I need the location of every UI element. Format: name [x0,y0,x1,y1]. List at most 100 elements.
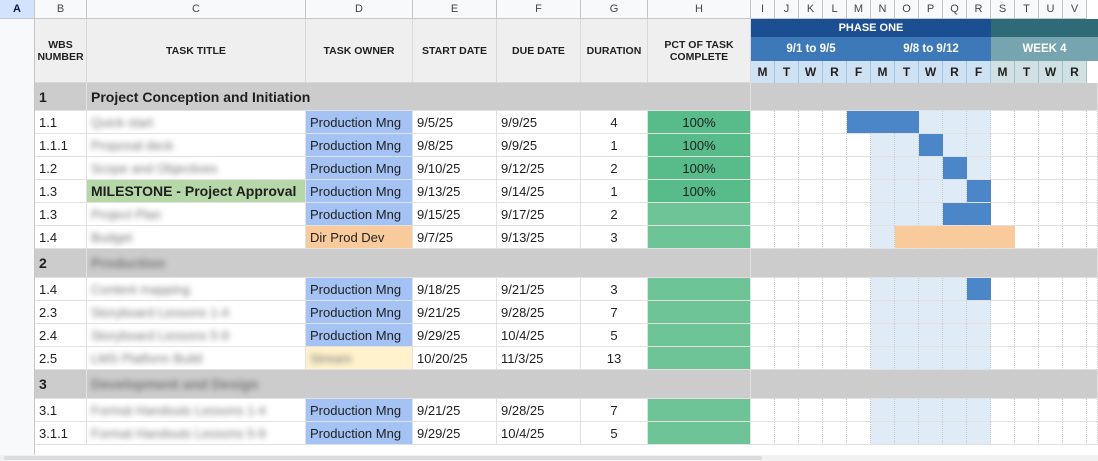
gantt-cell[interactable] [1087,422,1098,445]
gantt-cell[interactable] [1063,399,1087,422]
gantt-cell[interactable] [1015,226,1039,249]
gantt-cell[interactable] [1039,301,1063,324]
column-header-m[interactable]: M [847,0,871,19]
gantt-cell[interactable] [895,180,919,203]
pct-complete[interactable]: 100% [648,180,751,203]
duration[interactable]: 7 [581,301,648,324]
gantt-cell[interactable] [871,324,895,347]
column-header-v[interactable]: V [1063,0,1087,19]
gantt-cell[interactable] [919,111,943,134]
gantt-cell[interactable] [943,134,967,157]
gantt-cell[interactable] [919,203,943,226]
gantt-cell[interactable] [799,203,823,226]
gantt-cell[interactable] [871,134,895,157]
gantt-cell[interactable] [847,203,871,226]
gantt-cell[interactable] [799,111,823,134]
gantt-cell[interactable] [1087,301,1098,324]
gantt-cell[interactable] [799,278,823,301]
column-header-g[interactable]: G [581,0,648,19]
gantt-cell[interactable] [1039,180,1063,203]
wbs-number[interactable]: 1.1 [35,111,87,134]
gantt-cell[interactable] [1063,347,1087,370]
pct-complete[interactable] [648,278,751,301]
task-title[interactable]: Storyboard Lessons 1-4 [87,301,306,324]
gantt-cell[interactable] [919,301,943,324]
task-title[interactable]: Project Plan [87,203,306,226]
gantt-cell[interactable] [1063,180,1087,203]
gantt-cell[interactable] [919,157,943,180]
gantt-cell[interactable] [751,180,775,203]
duration[interactable]: 2 [581,203,648,226]
gantt-cell[interactable] [919,399,943,422]
column-header-e[interactable]: E [413,0,497,19]
due-date[interactable]: 9/12/25 [497,157,581,180]
duration[interactable]: 1 [581,180,648,203]
gantt-cell[interactable] [1039,399,1063,422]
pct-complete[interactable]: 100% [648,134,751,157]
gantt-cell[interactable] [991,422,1015,445]
gantt-cell[interactable] [1039,324,1063,347]
gantt-cell[interactable] [847,180,871,203]
gantt-cell[interactable] [1015,134,1039,157]
gantt-cell[interactable] [871,180,895,203]
gantt-cell[interactable] [1039,226,1063,249]
gantt-cell[interactable] [895,399,919,422]
gantt-cell[interactable] [871,278,895,301]
gantt-cell[interactable] [1039,347,1063,370]
gantt-cell[interactable] [1039,203,1063,226]
gantt-cell[interactable] [847,347,871,370]
duration[interactable]: 1 [581,134,648,157]
gantt-cell[interactable] [1015,324,1039,347]
horizontal-scrollbar[interactable] [0,455,1098,461]
wbs-number[interactable]: 2.4 [35,324,87,347]
gantt-cell[interactable] [895,422,919,445]
gantt-cell[interactable] [751,347,775,370]
gantt-cell[interactable] [847,301,871,324]
pct-complete[interactable] [648,324,751,347]
gantt-cell[interactable] [799,157,823,180]
due-date[interactable]: 9/9/25 [497,134,581,157]
gantt-cell[interactable] [775,278,799,301]
gantt-cell[interactable] [943,324,967,347]
task-owner[interactable]: Production Mng [306,399,413,422]
due-date[interactable]: 10/4/25 [497,422,581,445]
start-date[interactable]: 9/5/25 [413,111,497,134]
gantt-cell[interactable] [751,278,775,301]
gantt-cell[interactable] [799,226,823,249]
gantt-cell[interactable] [775,134,799,157]
gantt-cell[interactable] [823,324,847,347]
task-owner[interactable]: Production Mng [306,422,413,445]
gantt-cell[interactable] [1015,422,1039,445]
start-date[interactable]: 9/21/25 [413,301,497,324]
gantt-cell[interactable] [991,203,1015,226]
due-date[interactable]: 9/14/25 [497,180,581,203]
gantt-cell[interactable] [751,111,775,134]
gantt-cell[interactable] [823,347,847,370]
gantt-cell[interactable] [991,278,1015,301]
gantt-cell[interactable] [1039,157,1063,180]
gantt-cell[interactable] [871,203,895,226]
start-date[interactable]: 9/29/25 [413,324,497,347]
gantt-cell[interactable] [1063,278,1087,301]
due-date[interactable]: 9/28/25 [497,301,581,324]
task-title[interactable]: Proposal deck [87,134,306,157]
due-date[interactable]: 9/21/25 [497,278,581,301]
start-date[interactable]: 9/15/25 [413,203,497,226]
gantt-cell[interactable] [1063,301,1087,324]
gantt-cell[interactable] [1015,347,1039,370]
gantt-cell[interactable] [871,422,895,445]
gantt-cell[interactable] [871,157,895,180]
column-header-q[interactable]: Q [943,0,967,19]
milestone-title[interactable]: MILESTONE - Project Approval [87,180,306,203]
wbs-number[interactable]: 1.4 [35,226,87,249]
gantt-cell[interactable] [751,301,775,324]
gantt-cell[interactable] [895,134,919,157]
gantt-cell[interactable] [991,180,1015,203]
column-header-l[interactable]: L [823,0,847,19]
gantt-cell[interactable] [1087,226,1098,249]
start-date[interactable]: 9/21/25 [413,399,497,422]
section-wbs[interactable]: 1 [35,83,87,111]
gantt-cell[interactable] [847,422,871,445]
duration[interactable]: 13 [581,347,648,370]
gantt-cell[interactable] [943,399,967,422]
